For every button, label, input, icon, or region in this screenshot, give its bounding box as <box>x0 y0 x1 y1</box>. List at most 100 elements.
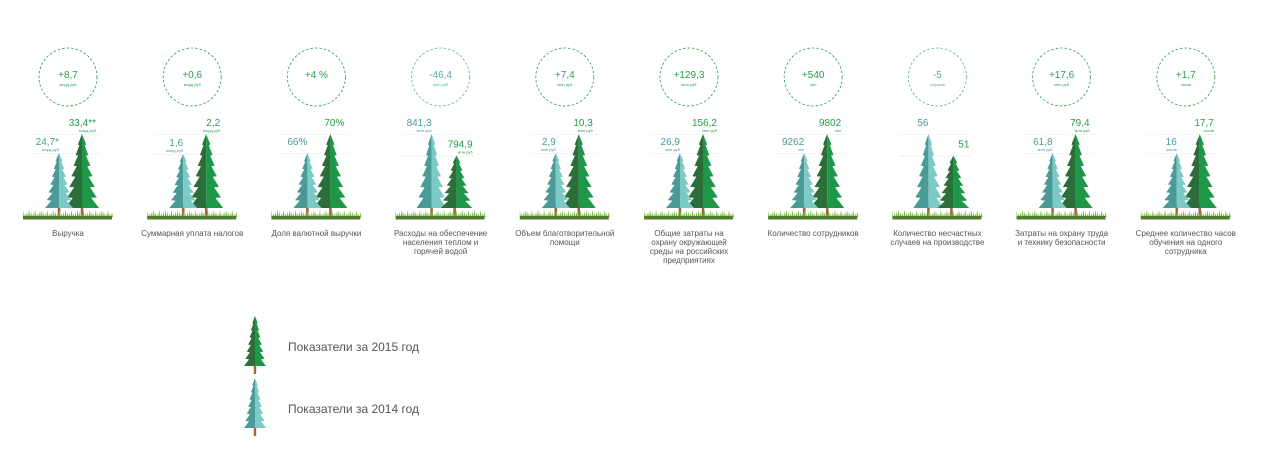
grass <box>1016 210 1107 217</box>
tree-2015-right-half <box>1199 134 1217 208</box>
tree-2014 <box>541 153 570 208</box>
delta-circle <box>1032 47 1091 107</box>
value-2014: 2,9 <box>542 137 556 148</box>
trunk-2014 <box>678 204 682 216</box>
category-label: Затраты на охрану труда и технику безопас… <box>1015 229 1109 247</box>
grass <box>892 210 983 217</box>
unit-2014: млн руб <box>417 128 433 133</box>
unit-2015: чел <box>835 128 842 133</box>
value-2015: 33,4** <box>69 118 96 129</box>
ground <box>1140 216 1230 220</box>
tree-2014-right-half <box>307 153 322 208</box>
tree-2015 <box>561 134 596 208</box>
category-label: Количество сотрудников <box>768 229 859 238</box>
trunk-2014 <box>927 204 930 216</box>
tree-2014 <box>169 153 198 208</box>
unit-2015: млн руб <box>578 128 594 133</box>
legend-2014-tree-trunk <box>253 424 257 436</box>
tree-2015-left-half <box>65 134 82 208</box>
category-label-line: Количество сотрудников <box>768 229 859 238</box>
delta-circle <box>38 47 98 107</box>
legend-2015-tree-crown <box>244 316 266 366</box>
delta-value: +129,3 <box>674 70 705 81</box>
legend-tree-2014-icon <box>244 378 266 436</box>
legend-2015-tree-right <box>255 316 266 366</box>
category-label: Количество несчастных случаев на производ… <box>890 229 985 247</box>
legend-label-2014: Показатели за 2014 год <box>288 402 420 416</box>
tree-2015 <box>65 134 99 208</box>
delta-circle <box>411 47 471 107</box>
tree-2014 <box>1038 153 1067 208</box>
legend-item-2015: Показатели за 2015 год <box>240 316 580 376</box>
tree-2015 <box>937 155 970 208</box>
delta-circle <box>783 47 843 107</box>
delta-value: -5 <box>933 70 942 81</box>
value-2015: 156,2 <box>692 118 717 129</box>
tree-2015-right-half <box>206 134 224 208</box>
tree-2015-right-half <box>456 155 473 208</box>
legend-label-2015: Показатели за 2015 год <box>288 340 420 354</box>
tree-2015 <box>189 134 224 208</box>
value-2014: 841,3 <box>407 118 432 129</box>
value-2014: 16 <box>1166 137 1178 148</box>
tree-2014-right-half <box>555 153 570 208</box>
trunk-2015 <box>1074 204 1077 216</box>
legend-item-2014: Показатели за 2014 год <box>240 378 580 438</box>
tree-2015-left-half <box>440 155 457 208</box>
tree-2015-left-half <box>1058 134 1076 208</box>
delta-unit: млн руб <box>1054 82 1070 87</box>
category-label: Доля валютной выручки <box>271 229 361 238</box>
legend-2015-tree-left <box>244 316 255 366</box>
tree-2015 <box>440 155 473 208</box>
delta-unit: часов <box>1180 82 1191 87</box>
tree-2014-left-half <box>665 153 680 208</box>
value-2015: 9802 <box>819 118 842 129</box>
tree-2015 <box>686 134 720 208</box>
tree-2014-right-half <box>59 153 74 208</box>
category-label: Общие затраты на охрану окружающей среды н… <box>650 229 728 265</box>
grass <box>395 210 486 217</box>
delta-value: -46,4 <box>429 70 452 81</box>
ground <box>147 216 237 220</box>
ground <box>395 216 485 220</box>
delta-unit: млрд руб <box>184 82 202 87</box>
delta-unit: млн руб <box>557 82 573 87</box>
legend-2014-tree-right <box>255 378 266 428</box>
value-2014: 1,6 <box>169 138 183 149</box>
category-label-line: Доля валютной выручки <box>271 229 361 238</box>
trunk-2015 <box>825 204 829 216</box>
value-2014: 61,8 <box>1033 137 1053 148</box>
grass <box>23 210 113 217</box>
indicator-3: +4 % 66% 70% Доля валютной выручки <box>271 47 362 238</box>
tree-2014-left-half <box>913 134 929 208</box>
tree-2015 <box>1058 134 1093 208</box>
tree-2014 <box>44 153 74 208</box>
unit-2014: млрд руб <box>42 147 60 152</box>
tree-2014-right-half <box>804 153 819 208</box>
delta-circle <box>908 47 967 107</box>
unit-2014: млн руб <box>541 147 557 152</box>
tree-2015-left-half <box>686 134 703 208</box>
delta-unit: млн руб <box>433 82 449 87</box>
tree-2015-left-half <box>189 134 207 208</box>
grass <box>519 210 610 217</box>
delta-circle <box>535 47 595 107</box>
value-2015: 794,9 <box>448 139 473 150</box>
trunk-2015 <box>577 204 581 216</box>
tree-2014 <box>665 153 695 208</box>
tree-2015-right-half <box>703 134 720 208</box>
unit-2015: млн руб <box>458 149 474 154</box>
unit-2014: млрд руб <box>166 148 184 153</box>
value-2015: 2,2 <box>206 118 220 129</box>
value-2014: 66% <box>287 137 307 148</box>
ground <box>644 216 733 220</box>
tree-2015-right-half <box>1075 134 1093 208</box>
delta-circle <box>162 47 222 107</box>
delta-value: +1,7 <box>1176 70 1196 81</box>
